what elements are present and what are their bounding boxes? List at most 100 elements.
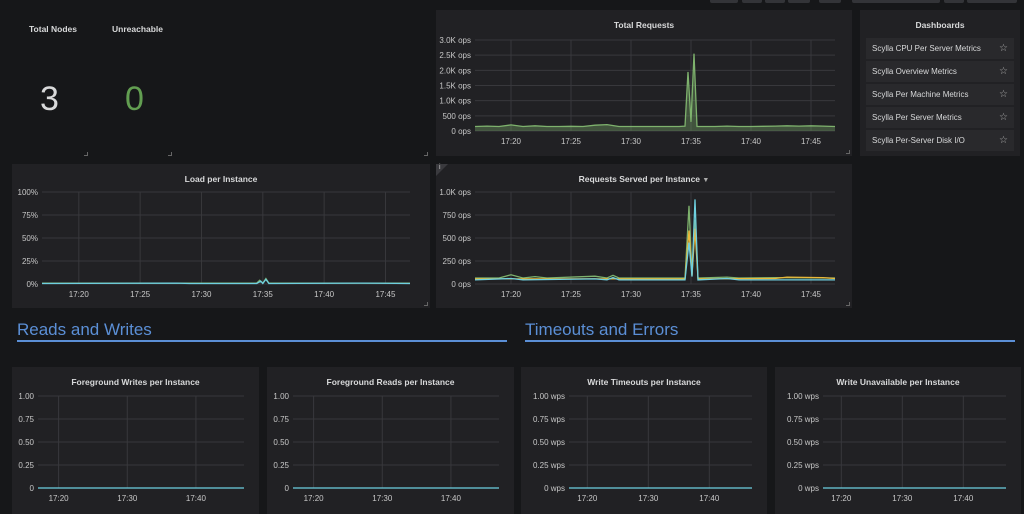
time-range-button[interactable] <box>852 0 940 3</box>
x-tick-label: 17:30 <box>191 290 212 299</box>
y-tick-label: 2.5K ops <box>439 51 471 60</box>
resize-handle[interactable] <box>168 152 172 156</box>
y-tick-label: 1.00 <box>18 392 34 401</box>
y-tick-label: 0.75 <box>273 415 289 424</box>
dashboard-link[interactable]: Scylla Overview Metrics ☆ <box>866 61 1014 82</box>
y-tick-label: 1.00 wps <box>787 392 819 401</box>
resize-handle[interactable] <box>846 150 850 154</box>
row-title-timeouts-and-errors[interactable]: Timeouts and Errors <box>525 320 679 339</box>
x-tick-label: 17:45 <box>801 290 822 299</box>
star-icon[interactable]: ☆ <box>999 43 1008 54</box>
stat-value: 3 <box>40 80 59 118</box>
caret-down-icon[interactable]: ▼ <box>702 177 710 184</box>
info-icon[interactable]: i <box>439 164 441 171</box>
chart-foreground-writes: 0 0.25 0.50 0.75 1.00 17:20 17:30 17:40 <box>18 392 244 503</box>
panel-title[interactable]: Total Requests <box>613 20 675 30</box>
panel-foreground-reads-per-instance: Foreground Reads per Instance 0 0.25 0.50 0… <box>267 367 514 514</box>
series-line <box>41 278 411 285</box>
toolbar-button[interactable] <box>788 0 810 3</box>
stat-title: Unreachable <box>112 24 164 34</box>
x-tick-label: 17:30 <box>372 494 393 503</box>
y-tick-label: 75% <box>22 211 38 220</box>
y-tick-label: 0.50 wps <box>787 438 819 447</box>
stat-panel-total-nodes: Total Nodes 3 <box>12 10 90 158</box>
panel-title[interactable]: Dashboards <box>915 20 965 30</box>
toolbar-button[interactable] <box>819 0 841 3</box>
toolbar-button[interactable] <box>742 0 762 3</box>
y-tick-label: 1.0K ops <box>439 188 471 197</box>
y-tick-label: 0.50 wps <box>533 438 565 447</box>
panel-title[interactable]: Write Unavailable per Instance <box>836 377 960 387</box>
x-tick-label: 17:40 <box>186 494 207 503</box>
row-title-reads-and-writes[interactable]: Reads and Writes <box>17 320 152 339</box>
y-tick-label: 0 <box>285 484 290 493</box>
y-tick-label: 750 ops <box>443 211 471 220</box>
chart-load-per-instance: 0% 25% 50% 75% 100% 17:20 17:25 17:30 17:35 17:40… <box>18 188 411 299</box>
y-tick-label: 0.25 <box>18 461 34 470</box>
x-tick-label: 17:20 <box>577 494 598 503</box>
x-tick-label: 17:20 <box>831 494 852 503</box>
y-tick-label: 0 ops <box>451 280 471 289</box>
series-area <box>475 53 835 132</box>
panel-title[interactable]: Load per Instance <box>184 174 258 184</box>
panel-title[interactable]: Write Timeouts per Instance <box>587 377 701 387</box>
x-tick-label: 17:20 <box>501 290 522 299</box>
dashboard-link[interactable]: Scylla CPU Per Server Metrics ☆ <box>866 38 1014 59</box>
series-line <box>42 277 410 285</box>
dashboard-link-label: Scylla Per Machine Metrics <box>872 90 969 99</box>
y-tick-label: 0.25 wps <box>533 461 565 470</box>
x-tick-label: 17:20 <box>69 290 90 299</box>
x-tick-label: 17:25 <box>130 290 151 299</box>
star-icon[interactable]: ☆ <box>999 89 1008 100</box>
x-tick-label: 17:40 <box>314 290 335 299</box>
stat-title: Total Nodes <box>29 24 78 34</box>
x-tick-label: 17:35 <box>681 290 702 299</box>
y-tick-label: 1.0K ops <box>439 97 471 106</box>
x-tick-label: 17:40 <box>741 290 762 299</box>
toolbar-button[interactable] <box>765 0 785 3</box>
x-tick-label: 17:30 <box>621 290 642 299</box>
y-tick-label: 0.50 <box>18 438 34 447</box>
x-tick-label: 17:20 <box>501 137 522 146</box>
panel-info-corner[interactable] <box>436 164 448 176</box>
dashboard-link[interactable]: Scylla Per Machine Metrics ☆ <box>866 84 1014 105</box>
panel-title[interactable]: Foreground Writes per Instance <box>71 377 200 387</box>
series-line <box>474 53 836 128</box>
panel-requests-served-per-instance: i Requests Served per Instance ▼ 0 ops 25… <box>436 164 852 308</box>
dashboard-link[interactable]: Scylla Per Server Metrics ☆ <box>866 107 1014 128</box>
panel-title[interactable]: Foreground Reads per Instance <box>326 377 455 387</box>
y-tick-label: 250 ops <box>443 257 471 266</box>
zoom-out-button[interactable] <box>944 0 964 3</box>
x-tick-label: 17:40 <box>441 494 462 503</box>
stat-value: 0 <box>125 80 144 118</box>
chart-write-unavailable: 0 wps 0.25 wps 0.50 wps 0.75 wps 1.00 wps 17:… <box>787 392 1006 503</box>
toolbar-button[interactable] <box>710 0 738 3</box>
series-line <box>475 205 836 279</box>
star-icon[interactable]: ☆ <box>999 66 1008 77</box>
y-tick-label: 0 ops <box>451 127 471 136</box>
x-tick-label: 17:35 <box>681 137 702 146</box>
resize-handle[interactable] <box>424 302 428 306</box>
y-tick-label: 0.25 wps <box>787 461 819 470</box>
y-tick-label: 0% <box>26 280 38 289</box>
chart-write-timeouts: 0 wps 0.25 wps 0.50 wps 0.75 wps 1.00 wps 17:… <box>533 392 752 503</box>
panel-title[interactable]: Requests Served per Instance ▼ <box>436 174 852 184</box>
y-tick-label: 1.00 <box>273 392 289 401</box>
panel-dashboards: Dashboards Scylla CPU Per Server Metrics… <box>860 10 1020 156</box>
refresh-button[interactable] <box>967 0 1017 3</box>
x-tick-label: 17:20 <box>49 494 70 503</box>
star-icon[interactable]: ☆ <box>999 135 1008 146</box>
star-icon[interactable]: ☆ <box>999 112 1008 123</box>
resize-handle[interactable] <box>84 152 88 156</box>
panel-load-per-instance: Load per Instance 0% 25% 50% 75% 100% 17:20 17… <box>12 164 430 308</box>
stat-panel-unreachable: Unreachable 0 <box>90 10 174 158</box>
chart-foreground-reads: 0 0.25 0.50 0.75 1.00 17:20 17:30 17:40 <box>273 392 499 503</box>
dashboard-link-label: Scylla Overview Metrics <box>872 67 957 76</box>
resize-handle[interactable] <box>846 302 850 306</box>
panel-title-text: Requests Served per Instance <box>578 174 701 184</box>
panel-foreground-writes-per-instance: Foreground Writes per Instance 0 0.25 0.50… <box>12 367 259 514</box>
dashboard-link[interactable]: Scylla Per-Server Disk I/O ☆ <box>866 130 1014 151</box>
y-tick-label: 2.0K ops <box>439 66 471 75</box>
x-tick-label: 17:40 <box>699 494 720 503</box>
resize-handle[interactable] <box>424 152 428 156</box>
